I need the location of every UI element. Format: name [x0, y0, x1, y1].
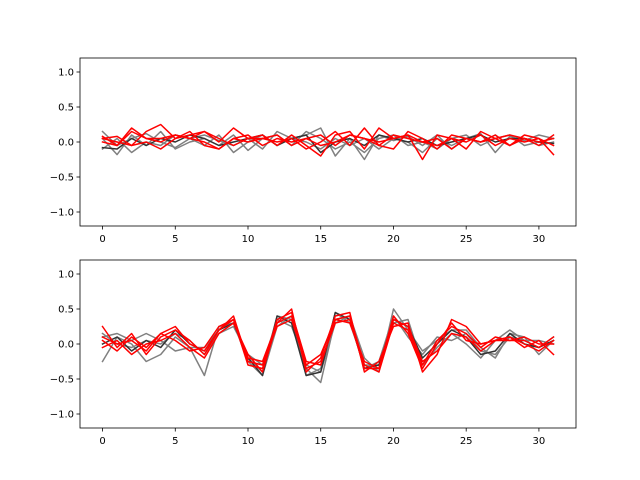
x-tick-label: 5	[172, 436, 178, 447]
series-line-6	[101, 315, 555, 373]
x-tick-label: 5	[172, 234, 178, 245]
y-tick-label: −0.5	[50, 375, 74, 386]
series-group	[101, 308, 555, 384]
y-tick-label: −0.5	[50, 173, 74, 184]
y-tick-label: 0.0	[58, 138, 74, 149]
x-tick-label: 25	[460, 234, 473, 245]
x-tick-label: 0	[99, 234, 105, 245]
y-tick-label: 0.0	[58, 340, 74, 351]
y-tick-label: −1.0	[50, 208, 74, 219]
y-tick-label: 1.0	[58, 68, 74, 79]
x-tick-label: 10	[242, 436, 255, 447]
series-group	[101, 123, 555, 161]
x-tick-label: 0	[99, 436, 105, 447]
top-subplot: 0 5 10 15 20 25 30 −1.0 −0.5 0.0 0.5 1.0	[50, 57, 577, 245]
x-tick-label: 30	[533, 436, 546, 447]
x-tick-label: 15	[314, 234, 327, 245]
y-tick-label: −1.0	[50, 410, 74, 421]
x-tick-label: 15	[314, 436, 327, 447]
x-tick-label: 10	[242, 234, 255, 245]
bottom-subplot: 0 5 10 15 20 25 30 −1.0 −0.5 0.0 0.5 1.0	[50, 259, 577, 447]
y-tick-label: 0.5	[58, 103, 74, 114]
x-tick-label: 20	[387, 436, 400, 447]
y-tick-label: 0.5	[58, 305, 74, 316]
x-tick-label: 30	[533, 234, 546, 245]
x-tick-label: 25	[460, 436, 473, 447]
x-tick-label: 20	[387, 234, 400, 245]
series-line-6	[101, 130, 555, 156]
series-line-7	[101, 315, 555, 370]
series-line-7	[101, 127, 555, 150]
y-tick-label: 1.0	[58, 270, 74, 281]
